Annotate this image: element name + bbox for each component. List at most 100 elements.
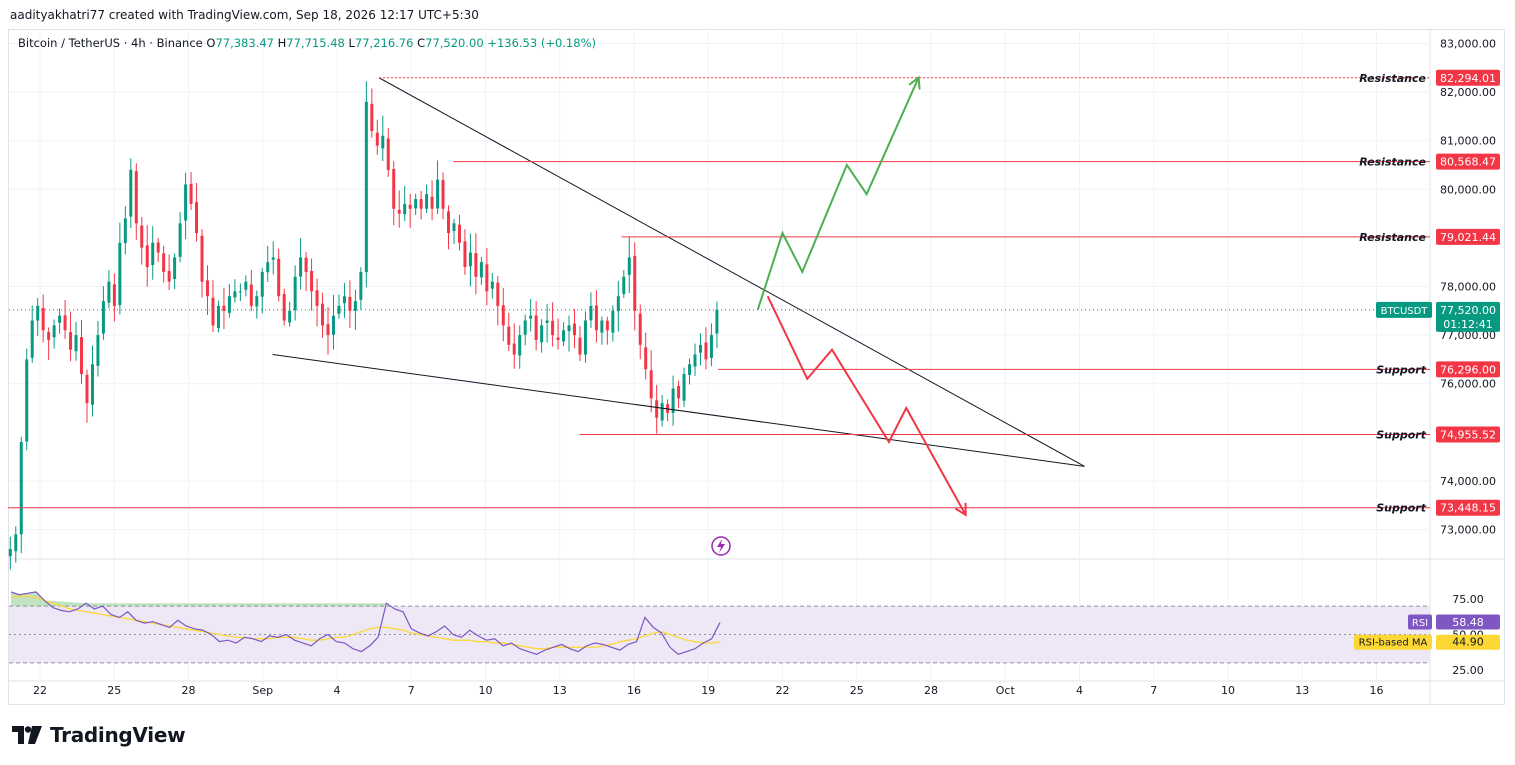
- candle-body: [501, 305, 505, 326]
- candle-body: [310, 270, 314, 292]
- price-badge: [1436, 69, 1500, 86]
- candle-body: [216, 305, 220, 329]
- candle-body: [583, 320, 587, 355]
- candle-body: [452, 223, 456, 231]
- y-tick-label: 74,000.00: [1440, 475, 1496, 488]
- candle-body: [162, 253, 166, 272]
- candle-body: [457, 224, 461, 243]
- time-axis: 22 25 28 Sep 4 7 10 13 16 19 22 25 28 Oct 4 7 10 13 16: [33, 31, 1384, 697]
- candle-body: [633, 255, 637, 311]
- candle-body: [277, 258, 281, 297]
- candle-body: [562, 330, 566, 342]
- candle-body: [430, 196, 434, 209]
- price-badge-text: 76,296.00: [1440, 363, 1496, 376]
- candle-body: [211, 297, 215, 326]
- level-label: Support: [1376, 428, 1426, 441]
- x-tick-label: 16: [627, 684, 641, 697]
- candle-body: [644, 347, 648, 370]
- candle-body: [74, 335, 78, 352]
- candle-body: [578, 337, 582, 355]
- x-tick-label: 19: [701, 684, 715, 697]
- symbol-badge-text: BTCUSDT: [1381, 306, 1429, 317]
- candle-body: [80, 337, 84, 374]
- candle-body: [638, 313, 642, 345]
- candle-body: [200, 235, 204, 282]
- rsi-overbought-fill: [11, 591, 387, 607]
- candle-body: [134, 171, 138, 224]
- symbol-badge: [1376, 301, 1432, 318]
- y-tick-label: 81,000.00: [1440, 135, 1496, 148]
- candle-body: [479, 262, 483, 278]
- x-tick-label: 7: [1150, 684, 1157, 697]
- candle-body: [556, 337, 560, 340]
- candle-body: [507, 326, 511, 345]
- price-badge-text: 82,294.01: [1440, 72, 1496, 85]
- close-label: C: [417, 36, 426, 50]
- candle-body: [129, 169, 133, 217]
- candle-body: [518, 335, 522, 356]
- rsi-ma-line: [10, 595, 721, 650]
- candle-body: [627, 257, 631, 275]
- candle-body: [414, 199, 418, 209]
- candle-body: [709, 335, 713, 359]
- candle-body: [266, 262, 270, 273]
- low-label: L: [348, 36, 355, 50]
- candle-body: [184, 184, 188, 221]
- x-tick-label: 7: [408, 684, 415, 697]
- candle-body: [600, 320, 604, 333]
- candle-body: [293, 276, 297, 311]
- price-badge: [1436, 426, 1500, 443]
- candle-body: [425, 194, 429, 209]
- candle-body: [255, 296, 259, 307]
- scenario-arrowhead-bearish: [954, 502, 967, 517]
- candle-body: [594, 305, 598, 331]
- candle-body: [436, 179, 440, 209]
- candle-body: [397, 209, 401, 214]
- candle-body: [611, 310, 615, 333]
- candle-body: [419, 199, 423, 209]
- candle-body: [195, 202, 199, 234]
- candle-body: [238, 291, 242, 293]
- y-tick-label: 82,000.00: [1440, 86, 1496, 99]
- candle-body: [704, 342, 708, 360]
- candle-body: [671, 388, 675, 413]
- rsi-ma-value-text: 44.90: [1452, 636, 1484, 649]
- candle-body: [189, 183, 193, 204]
- level-label: Resistance: [1359, 231, 1426, 244]
- candle-body: [496, 282, 500, 306]
- candle-body: [540, 325, 544, 343]
- current-price-badge: [1436, 301, 1500, 332]
- high-label: H: [277, 36, 287, 50]
- candle-body: [151, 242, 155, 265]
- candle-body: [364, 101, 368, 273]
- candle-body: [342, 296, 346, 304]
- candle-body: [249, 284, 253, 306]
- x-tick-label: 16: [1370, 684, 1384, 697]
- close-value: 77,520.00: [425, 36, 484, 50]
- rsi-value-badge: [1436, 614, 1500, 630]
- candle-body: [123, 218, 127, 244]
- candle-body: [271, 257, 275, 260]
- candle-body: [605, 320, 609, 331]
- candle-body: [52, 325, 56, 338]
- candle-body: [205, 280, 209, 297]
- open-label: O: [206, 36, 216, 50]
- rsi-name-text: RSI: [1412, 618, 1428, 629]
- candle-body: [178, 223, 182, 257]
- candle-body: [512, 343, 516, 355]
- price-badge: [1436, 499, 1500, 516]
- x-tick-label: 22: [776, 684, 790, 697]
- attribution-text: aadityakhatri77 created with TradingView…: [10, 8, 479, 22]
- candle-body: [30, 320, 34, 358]
- candle-body: [156, 242, 160, 253]
- level-label: Resistance: [1359, 72, 1426, 85]
- candle-body: [140, 225, 144, 248]
- candle-body: [381, 135, 385, 149]
- tradingview-logo[interactable]: TradingView: [12, 723, 186, 747]
- candle-body: [19, 442, 23, 535]
- candle-body: [572, 323, 576, 336]
- candle-body: [359, 271, 363, 300]
- candle-body: [118, 242, 122, 306]
